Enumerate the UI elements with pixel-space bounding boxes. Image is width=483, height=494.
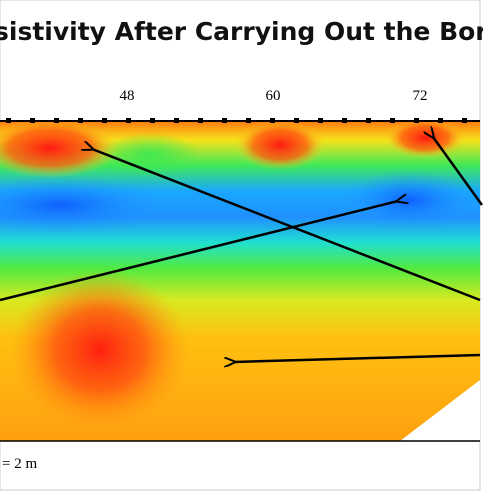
title: sistivity After Carrying Out the Bore <box>0 17 483 46</box>
tick-label: 48 <box>120 88 135 104</box>
electrodes <box>6 118 467 123</box>
tick-label: 72 <box>413 88 428 104</box>
tick-label: 60 <box>266 88 281 104</box>
scale-label: = 2 m <box>2 456 37 472</box>
arrows <box>0 137 483 362</box>
resistivity-section <box>0 121 480 441</box>
